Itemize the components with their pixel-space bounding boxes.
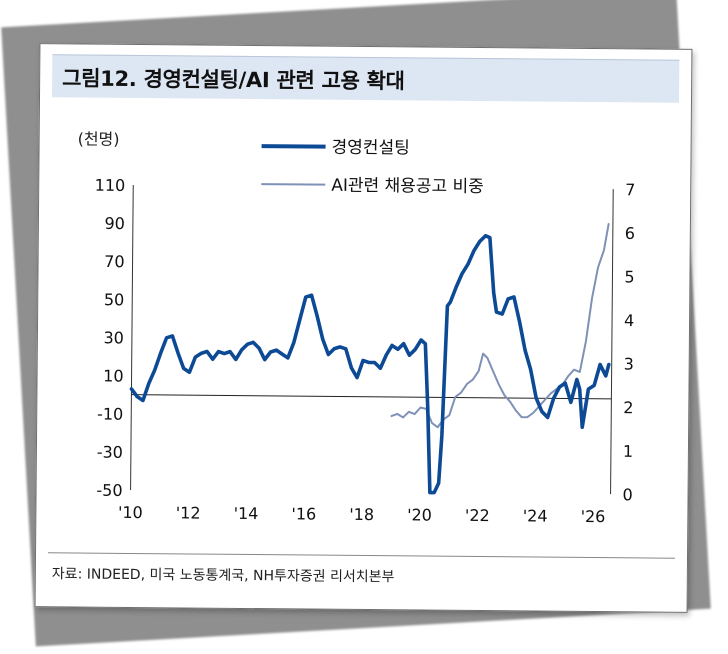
right-tick-label: 4 — [624, 311, 634, 330]
x-tick-label: '10 — [118, 503, 143, 522]
series-line-consulting — [129, 233, 611, 495]
x-tick-label: '18 — [349, 505, 374, 524]
x-tick-label: '26 — [581, 507, 606, 526]
left-tick-label: -50 — [96, 481, 122, 500]
legend-label: 경영컨설팅 — [331, 138, 409, 159]
x-tick-label: '16 — [291, 504, 316, 523]
right-tick-label: 6 — [625, 224, 635, 243]
right-tick-label: 2 — [623, 398, 633, 417]
right-tick-label: 0 — [622, 485, 632, 504]
plot-right-border — [610, 189, 614, 495]
legend-swatch — [261, 183, 326, 186]
x-tick-label: '24 — [523, 506, 548, 525]
left-tick-label: 30 — [103, 328, 124, 347]
left-tick-label: 70 — [104, 252, 125, 271]
right-axis-ticks: 7 6 5 4 3 2 1 0 — [622, 180, 635, 504]
legend-label: AI관련 채용공고 비중 — [331, 176, 484, 197]
title-bar: 그림12. 경영컨설팅/AI 관련 고용 확대 — [52, 54, 680, 103]
left-tick-label: -10 — [97, 404, 123, 423]
left-axis-ticks: 110 90 70 50 30 10 -10 -30 -50 — [95, 176, 126, 500]
zero-baseline — [131, 394, 612, 400]
left-axis-unit-label: (천명) — [78, 129, 120, 148]
left-tick-label: 110 — [95, 176, 126, 195]
plot-left-border — [130, 184, 134, 490]
figure-title: 그림12. 경영컨설팅/AI 관련 고용 확대 — [62, 66, 405, 94]
source-note: 자료: INDEED, 미국 노동통계국, NH투자증권 리서치본부 — [51, 566, 395, 586]
left-tick-label: -30 — [97, 443, 123, 462]
right-tick-label: 7 — [625, 180, 635, 199]
x-axis-ticks: '10 '12 '14 '16 '18 '20 '22 '24 '26 — [118, 503, 606, 526]
legend-swatch — [261, 144, 326, 149]
right-tick-label: 5 — [624, 267, 634, 286]
chart-legend: 경영컨설팅 AI관련 채용공고 비중 — [261, 138, 484, 197]
right-tick-label: 1 — [623, 442, 633, 461]
x-tick-label: '22 — [465, 506, 490, 525]
x-tick-label: '20 — [407, 505, 432, 524]
series-layer — [129, 223, 611, 495]
left-tick-label: 90 — [104, 214, 125, 233]
left-tick-label: 10 — [103, 366, 124, 385]
figure-card: 그림12. 경영컨설팅/AI 관련 고용 확대 110 90 70 50 30 10 -10… — [34, 43, 693, 613]
right-tick-label: 3 — [624, 355, 634, 374]
x-tick-label: '14 — [234, 504, 259, 523]
x-tick-label: '12 — [176, 503, 201, 522]
left-tick-label: 50 — [104, 290, 125, 309]
